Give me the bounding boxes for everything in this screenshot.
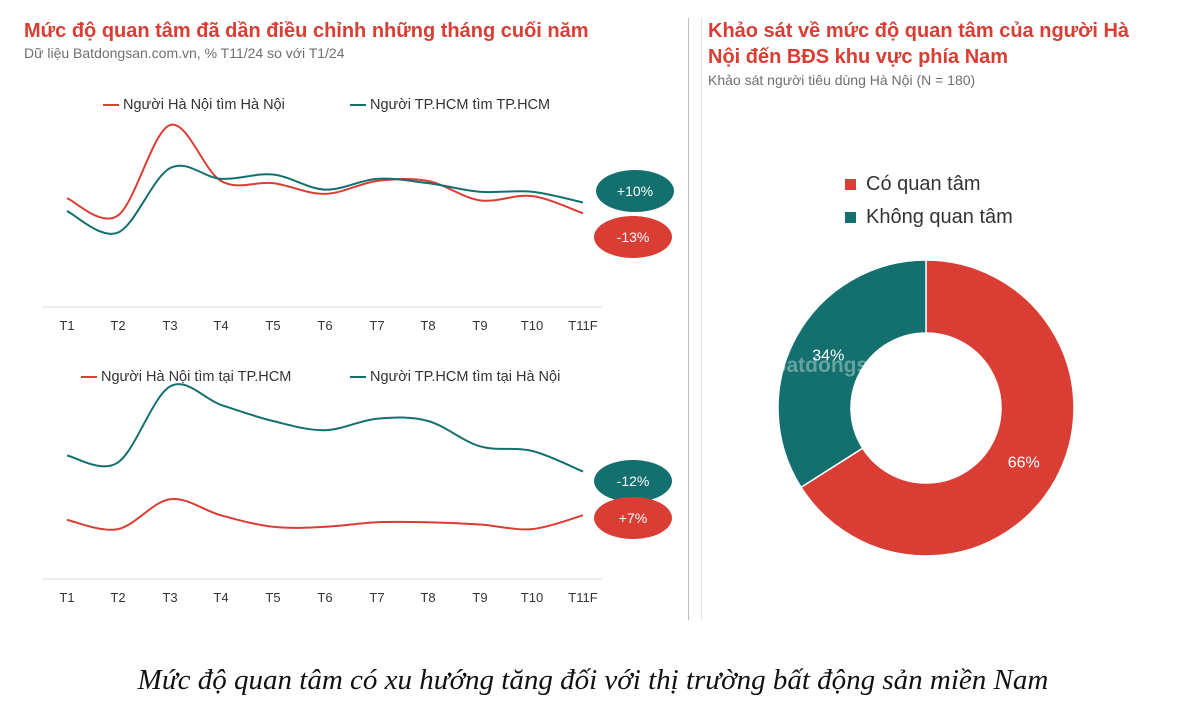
x-tick-label: T6 bbox=[317, 318, 332, 333]
legend-label: Người Hà Nội tìm tại TP.HCM bbox=[101, 369, 292, 385]
x-tick-label: T5 bbox=[265, 318, 280, 333]
legend-swatch bbox=[350, 104, 366, 106]
legend-swatch bbox=[81, 376, 97, 378]
divider-shadow bbox=[701, 18, 702, 620]
x-tick-label: T2 bbox=[110, 590, 125, 605]
left-chart-title: Mức độ quan tâm đã dần điều chỉnh những … bbox=[24, 20, 589, 42]
x-tick-label: T5 bbox=[265, 590, 280, 605]
legend-item: Người TP.HCM tìm tại Hà Nội bbox=[350, 369, 560, 385]
legend-label: Người TP.HCM tìm TP.HCM bbox=[370, 97, 551, 113]
legend-label: Người TP.HCM tìm tại Hà Nội bbox=[370, 369, 561, 385]
legend-item: Người Hà Nội tìm Hà Nội bbox=[103, 97, 285, 113]
legend-swatch bbox=[103, 104, 119, 106]
x-tick-label: T1 bbox=[59, 590, 74, 605]
pie-legend-item: Có quan tâm bbox=[845, 173, 981, 196]
change-badge-label: +7% bbox=[619, 510, 647, 526]
change-badge-label: -12% bbox=[617, 473, 650, 489]
x-tick-label: T9 bbox=[472, 590, 487, 605]
legend-swatch bbox=[350, 376, 366, 378]
x-tick-label: T8 bbox=[420, 590, 435, 605]
x-tick-label: T4 bbox=[213, 590, 228, 605]
right-chart-title-line1: Khảo sát về mức độ quan tâm của người Hà bbox=[708, 20, 1130, 42]
x-tick-label: T1 bbox=[59, 318, 74, 333]
left-chart-subtitle: Dữ liệu Batdongsan.com.vn, % T11/24 so v… bbox=[24, 45, 345, 61]
x-tick-label: T11F bbox=[568, 318, 597, 333]
series-line bbox=[66, 124, 584, 220]
x-tick-label: T3 bbox=[162, 318, 177, 333]
series-line bbox=[66, 383, 584, 473]
series-line bbox=[66, 498, 584, 531]
watermark-logo: Batdongsan bbox=[771, 354, 892, 377]
x-tick-label: T7 bbox=[369, 318, 384, 333]
change-badge bbox=[594, 497, 672, 539]
change-badge-label: -13% bbox=[617, 229, 650, 245]
x-tick-label: T10 bbox=[521, 318, 543, 333]
line-chart-top: T1 T2 T3 T4 T5 T6 T7 T8 T9 T10 T11F +10% -13% bbox=[42, 124, 674, 333]
change-badge bbox=[594, 216, 672, 258]
donut-slice bbox=[777, 259, 927, 489]
legend-item: Người Hà Nội tìm tại TP.HCM bbox=[81, 369, 291, 385]
slice-label: 66% bbox=[1008, 455, 1040, 472]
x-tick-label: T4 bbox=[213, 318, 228, 333]
line-chart-bottom: T1 T2 T3 T4 T5 T6 T7 T8 T9 T10 T11F -12% +7% bbox=[42, 383, 672, 605]
right-chart-subtitle: Khảo sát người tiêu dùng Hà Nội (N = 180… bbox=[708, 72, 976, 88]
right-chart-title-line2: Nội đến BĐS khu vực phía Nam bbox=[708, 46, 1009, 68]
change-badge bbox=[594, 460, 672, 502]
legend-swatch bbox=[845, 179, 856, 190]
slice-label: 34% bbox=[812, 347, 844, 364]
legend-label: Có quan tâm bbox=[866, 173, 981, 195]
x-tick-label: T7 bbox=[369, 590, 384, 605]
legend-label: Người Hà Nội tìm Hà Nội bbox=[123, 97, 285, 113]
x-tick-label: T11F bbox=[568, 590, 597, 605]
x-tick-label: T9 bbox=[472, 318, 487, 333]
series-line bbox=[66, 164, 584, 235]
figure-caption: Mức độ quan tâm có xu hướng tăng đối với… bbox=[137, 664, 1049, 696]
x-tick-label: T6 bbox=[317, 590, 332, 605]
divider bbox=[688, 18, 689, 620]
x-tick-label: T2 bbox=[110, 318, 125, 333]
change-badge bbox=[596, 170, 674, 212]
legend-item: Người TP.HCM tìm TP.HCM bbox=[350, 97, 550, 113]
x-tick-label: T8 bbox=[420, 318, 435, 333]
legend-swatch bbox=[845, 212, 856, 223]
legend-label: Không quan tâm bbox=[866, 206, 1013, 228]
change-badge-label: +10% bbox=[617, 183, 653, 199]
x-tick-label: T10 bbox=[521, 590, 543, 605]
donut-chart: 66% 34%Batdongsan bbox=[771, 259, 1075, 557]
pie-legend-item: Không quan tâm bbox=[845, 206, 1013, 229]
donut-slice bbox=[800, 259, 1075, 557]
x-tick-label: T3 bbox=[162, 590, 177, 605]
